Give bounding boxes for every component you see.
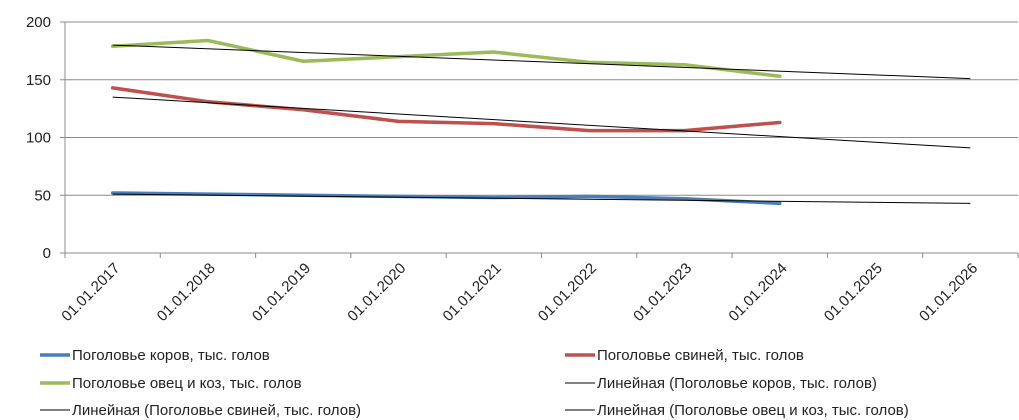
x-tick-label: 01.01.2023 <box>630 260 695 325</box>
x-tick-label: 01.01.2017 <box>58 260 123 325</box>
legend-label: Поголовье коров, тыс. голов <box>72 347 270 364</box>
x-tick-label: 01.01.2026 <box>916 260 981 325</box>
legend-label: Линейная (Поголовье свиней, тыс. голов) <box>72 402 361 419</box>
legend-label: Линейная (Поголовье овец и коз, тыс. гол… <box>597 402 909 419</box>
series-line <box>110 86 782 133</box>
y-tick-label: 0 <box>43 245 51 262</box>
trendline <box>112 44 971 80</box>
trendline <box>112 96 971 149</box>
x-tick-label: 01.01.2021 <box>440 260 505 325</box>
legend-label: Поголовье свиней, тыс. голов <box>597 347 804 364</box>
legend-label: Поголовье овец и коз, тыс. голов <box>72 375 302 392</box>
x-tick-label: 01.01.2020 <box>344 260 409 325</box>
y-tick-label: 100 <box>26 130 51 147</box>
series-line <box>110 38 782 79</box>
x-tick-label: 01.01.2022 <box>535 260 600 325</box>
y-tick-label: 200 <box>26 14 51 31</box>
y-tick-label: 50 <box>34 187 51 204</box>
x-tick-label: 01.01.2025 <box>821 260 886 325</box>
series-line <box>110 191 782 206</box>
x-tick-label: 01.01.2024 <box>725 260 790 325</box>
x-tick-label: 01.01.2019 <box>249 260 314 325</box>
y-tick-label: 150 <box>26 72 51 89</box>
legend-label: Линейная (Поголовье коров, тыс. голов) <box>597 375 877 392</box>
trendline <box>112 193 971 204</box>
x-tick-label: 01.01.2018 <box>154 260 219 325</box>
